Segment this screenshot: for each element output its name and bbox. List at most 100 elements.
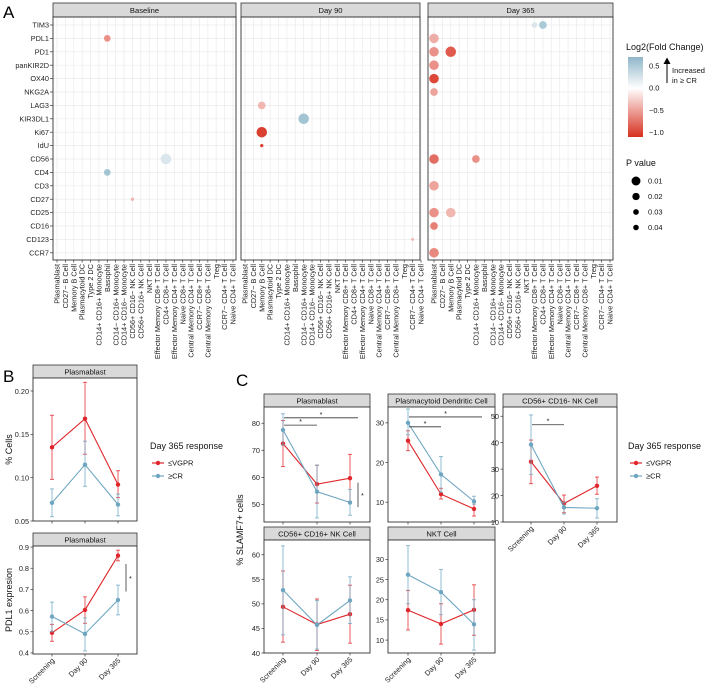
data-point — [49, 614, 55, 619]
significance-star: * — [444, 409, 447, 418]
facet-frame — [240, 16, 421, 261]
dot-day365 — [531, 22, 538, 28]
y-tick-label: IdU — [38, 141, 49, 150]
x-tick-label: CD14+ CD16+ Monocyte — [95, 264, 104, 346]
data-point — [405, 608, 411, 613]
dot-day90 — [411, 237, 415, 241]
y-tick-label: CD27 — [30, 195, 49, 204]
x-tick-label: CD14+ CD16+ Monocyte — [472, 264, 481, 346]
data-point — [438, 472, 444, 477]
data-point — [471, 506, 477, 512]
y-tick-label: LAG3 — [30, 101, 49, 110]
dot-day365 — [429, 73, 439, 84]
y-tick-label: PD1 — [35, 47, 49, 56]
dot-baseline — [130, 197, 135, 201]
legend-label: ≥CR — [168, 472, 184, 481]
significance-star: * — [320, 410, 323, 419]
y-tick-label: 30 — [491, 465, 499, 474]
legend-label: ≤VGPR — [646, 459, 672, 468]
dot-day365 — [429, 47, 439, 57]
legend-title: Day 365 response — [628, 441, 701, 451]
y-tick-label: 10 — [491, 518, 499, 527]
facet-frame — [427, 16, 614, 261]
x-tick-label: Day 365 — [329, 655, 355, 681]
panel-title: CD56+ CD16+ NK Cell — [278, 530, 356, 539]
dot-day90 — [298, 113, 309, 125]
x-tick-label: Memory B Cell — [69, 264, 78, 312]
y-tick-label: CD3 — [34, 181, 49, 190]
x-tick-label: Screening — [383, 655, 413, 685]
x-tick-label: CD56+ CD16+ NK Cell — [324, 264, 333, 339]
x-tick-label: Day 90 — [67, 656, 90, 679]
y-tick-label: CD123 — [26, 235, 49, 244]
facet-title: Day 90 — [318, 6, 342, 15]
dot-day365 — [429, 181, 439, 191]
y-axis-label: PDL1 expresion — [4, 568, 14, 632]
size-legend-title: P value — [626, 158, 656, 168]
panel-label-b: B — [3, 367, 14, 386]
dot-day365 — [539, 21, 547, 29]
dot-day90 — [257, 101, 266, 110]
y-tick-label: 50 — [252, 600, 260, 609]
y-tick-label: CD25 — [30, 208, 49, 217]
dot-day90 — [260, 143, 264, 148]
y-tick-label: 0.10 — [15, 473, 29, 482]
x-tick-label: Type 2 DC — [274, 264, 283, 298]
x-tick-label: CD4+ CD8+ T Cell — [350, 264, 359, 325]
x-tick-label: Central Memory CD4+ T Cell — [375, 264, 384, 358]
x-tick-label: Treg — [400, 264, 409, 279]
x-tick-label: Plasmacytoid DC — [266, 264, 275, 320]
y-tick-label: Ki67 — [34, 128, 49, 137]
panel-title: Plasmacytoid Dendritic Cell — [395, 397, 488, 406]
data-point — [82, 631, 88, 637]
x-tick-label: CD27− B Cell — [249, 264, 258, 309]
annotation: Increased — [672, 66, 705, 75]
dot-day365 — [429, 60, 439, 70]
y-tick-label: 0.7 — [19, 585, 29, 594]
x-tick-label: NKT Cell — [145, 264, 154, 293]
panel-c-lineplots: Plasmablast 50 60 70 80 * * * Plasmacytoid Dendr… — [235, 393, 701, 685]
data-point — [438, 621, 444, 627]
significance-star: * — [547, 417, 550, 426]
x-tick-label: Naive CD4+ T Cell — [606, 264, 615, 325]
x-tick-label: Naive CD8+ T Cell — [366, 264, 375, 325]
y-axis-label: % SLAMF7+ cells — [235, 494, 245, 566]
y-tick-label: 0.15 — [15, 430, 29, 439]
x-tick-label: CD14+ CD16− Monocyte — [497, 264, 506, 346]
data-point — [528, 442, 534, 447]
x-tick-label: Day 90 — [299, 655, 322, 678]
y-tick-label: NKG2A — [24, 88, 49, 97]
x-tick-label: Plasmacytoid DC — [455, 264, 464, 320]
x-tick-label: Basophil — [291, 264, 300, 292]
x-tick-label: CD14− CD16+ Monocyte — [299, 264, 308, 346]
x-tick-label: Central Memory CD8+ T Cell — [580, 264, 589, 358]
data-point — [49, 500, 55, 505]
x-tick-label: CD14+ CD16− Monocyte — [120, 264, 129, 346]
data-point — [471, 622, 477, 627]
x-tick-label: Type 2 DC — [86, 264, 95, 298]
panel-title: Plasmablast — [64, 368, 106, 377]
data-point — [314, 622, 320, 628]
x-tick-label: CCR7− CD8+ T Cell — [383, 264, 392, 330]
x-tick-label: Type 2 DC — [463, 264, 472, 298]
x-tick-label: Plasmablast — [53, 264, 62, 304]
y-tick-label: 25 — [376, 575, 384, 584]
size-legend-dot — [631, 176, 641, 186]
significance-star: * — [424, 419, 427, 428]
y-tick-label: 20 — [376, 458, 384, 467]
size-legend-label: 0.02 — [648, 192, 663, 201]
x-tick-label: Effector Memory CD8+ T Cell — [530, 264, 539, 359]
color-legend-title: Log2(Fold Change) — [626, 42, 704, 52]
x-tick-label: CD4+ CD8+ T Cell — [539, 264, 548, 325]
x-tick-label: Day 365 — [97, 656, 123, 682]
dot-day365 — [430, 222, 438, 230]
data-point — [115, 553, 121, 558]
y-tick-label: 0.5 — [19, 628, 29, 637]
facet-title: Baseline — [130, 6, 159, 15]
x-tick-label: Effector Memory CD8+ T Cell — [341, 264, 350, 359]
x-tick-label: Plasmacytoid DC — [78, 264, 87, 320]
data-point — [82, 416, 88, 421]
panel-label-a: A — [3, 3, 15, 22]
x-tick-label: Effector Memory CD8+ T Cell — [153, 264, 162, 359]
dot-day365 — [429, 154, 439, 164]
